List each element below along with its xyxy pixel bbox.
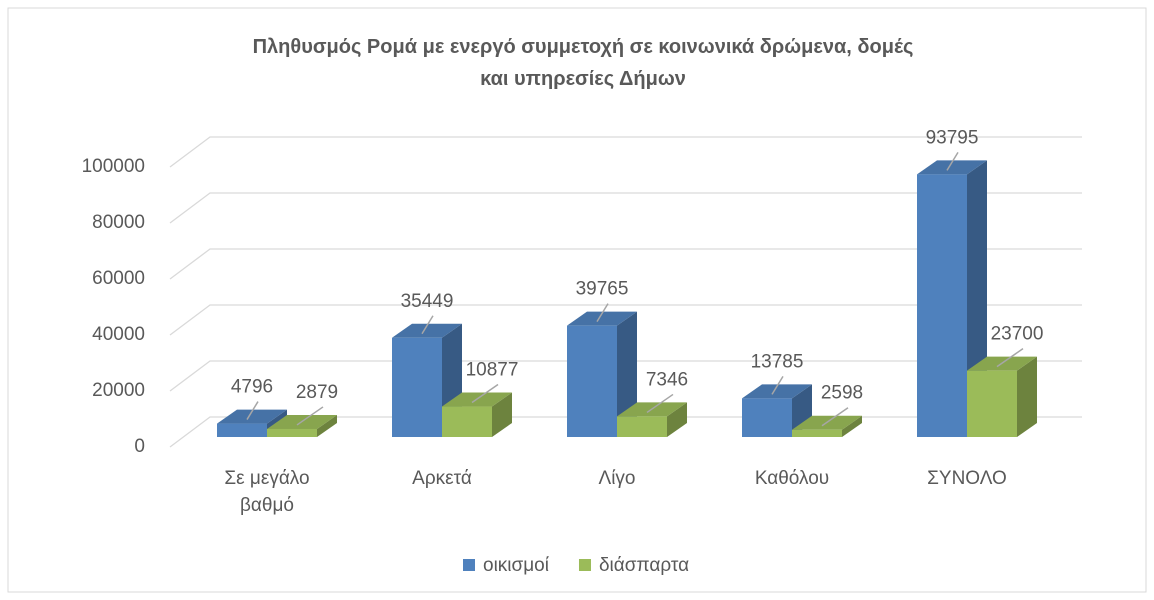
bar-front — [792, 429, 842, 437]
leader-line — [996, 348, 1024, 368]
data-label: 10877 — [466, 360, 519, 381]
leader-line — [246, 401, 259, 420]
grid-line — [169, 248, 1082, 280]
bar-top — [742, 384, 812, 399]
y-tick-label: 20000 — [92, 380, 145, 401]
bar-side — [317, 414, 337, 437]
grid-line — [169, 360, 1082, 392]
leader-line — [596, 303, 609, 323]
x-tick-label: Λίγο — [598, 468, 636, 489]
bar-front — [392, 337, 442, 437]
legend-label: οικισμοί — [483, 555, 550, 576]
x-tick-label: ΣΥΝΟΛΟ — [927, 468, 1007, 489]
legend-label: διάσπαρτα — [599, 555, 689, 576]
bar-top — [217, 409, 287, 424]
leader-line — [646, 393, 674, 414]
data-label: 2879 — [296, 382, 338, 403]
bar-front — [967, 370, 1017, 437]
data-label: 4796 — [231, 377, 273, 398]
bar-front — [567, 325, 617, 437]
data-label: 39765 — [576, 279, 629, 300]
grid-line — [169, 192, 1082, 224]
bar-side — [492, 392, 512, 437]
bar — [742, 384, 812, 437]
leader-line — [821, 407, 849, 427]
x-tick-label: Αρκετά — [412, 468, 472, 489]
bar-front — [442, 406, 492, 437]
leader-line — [296, 406, 324, 426]
bar-side — [1017, 356, 1037, 437]
data-label: 23700 — [991, 324, 1044, 345]
legend-swatch — [578, 559, 591, 571]
chart-title: Πληθυσμός Ρομά με ενεργό συμμετοχή σε κο… — [253, 36, 914, 90]
leader-line — [771, 376, 784, 395]
leader-line — [946, 151, 959, 171]
y-tick-label: 0 — [134, 436, 145, 457]
y-tick-label: 100000 — [82, 156, 145, 177]
x-tick-label: Καθόλου — [754, 468, 830, 489]
bar — [967, 356, 1037, 437]
y-tick-label: 80000 — [92, 212, 145, 233]
bar-top — [917, 160, 987, 175]
bar-side — [667, 402, 687, 437]
data-label: 93795 — [926, 127, 979, 148]
data-label: 13785 — [751, 351, 804, 372]
leader-line — [471, 383, 499, 404]
bar-top — [392, 323, 462, 338]
data-label: 2598 — [821, 383, 863, 404]
bar-front — [742, 398, 792, 437]
bar-side — [842, 415, 862, 437]
bar-front — [917, 174, 967, 437]
bar-side — [617, 311, 637, 437]
bar-front — [217, 423, 267, 437]
bar-front — [617, 416, 667, 437]
bar-front — [267, 428, 317, 437]
data-label: 7346 — [646, 369, 688, 390]
bar — [567, 311, 637, 437]
data-label: 35449 — [401, 291, 454, 312]
grid-line — [169, 136, 1082, 168]
x-tick-label: Σε μεγάλο βαθμό — [224, 468, 310, 516]
legend-swatch — [463, 559, 475, 571]
bar-top — [567, 311, 637, 326]
y-tick-label: 60000 — [92, 268, 145, 289]
leader-line — [421, 315, 434, 335]
y-tick-label: 40000 — [92, 324, 145, 345]
grid-line — [169, 304, 1082, 336]
